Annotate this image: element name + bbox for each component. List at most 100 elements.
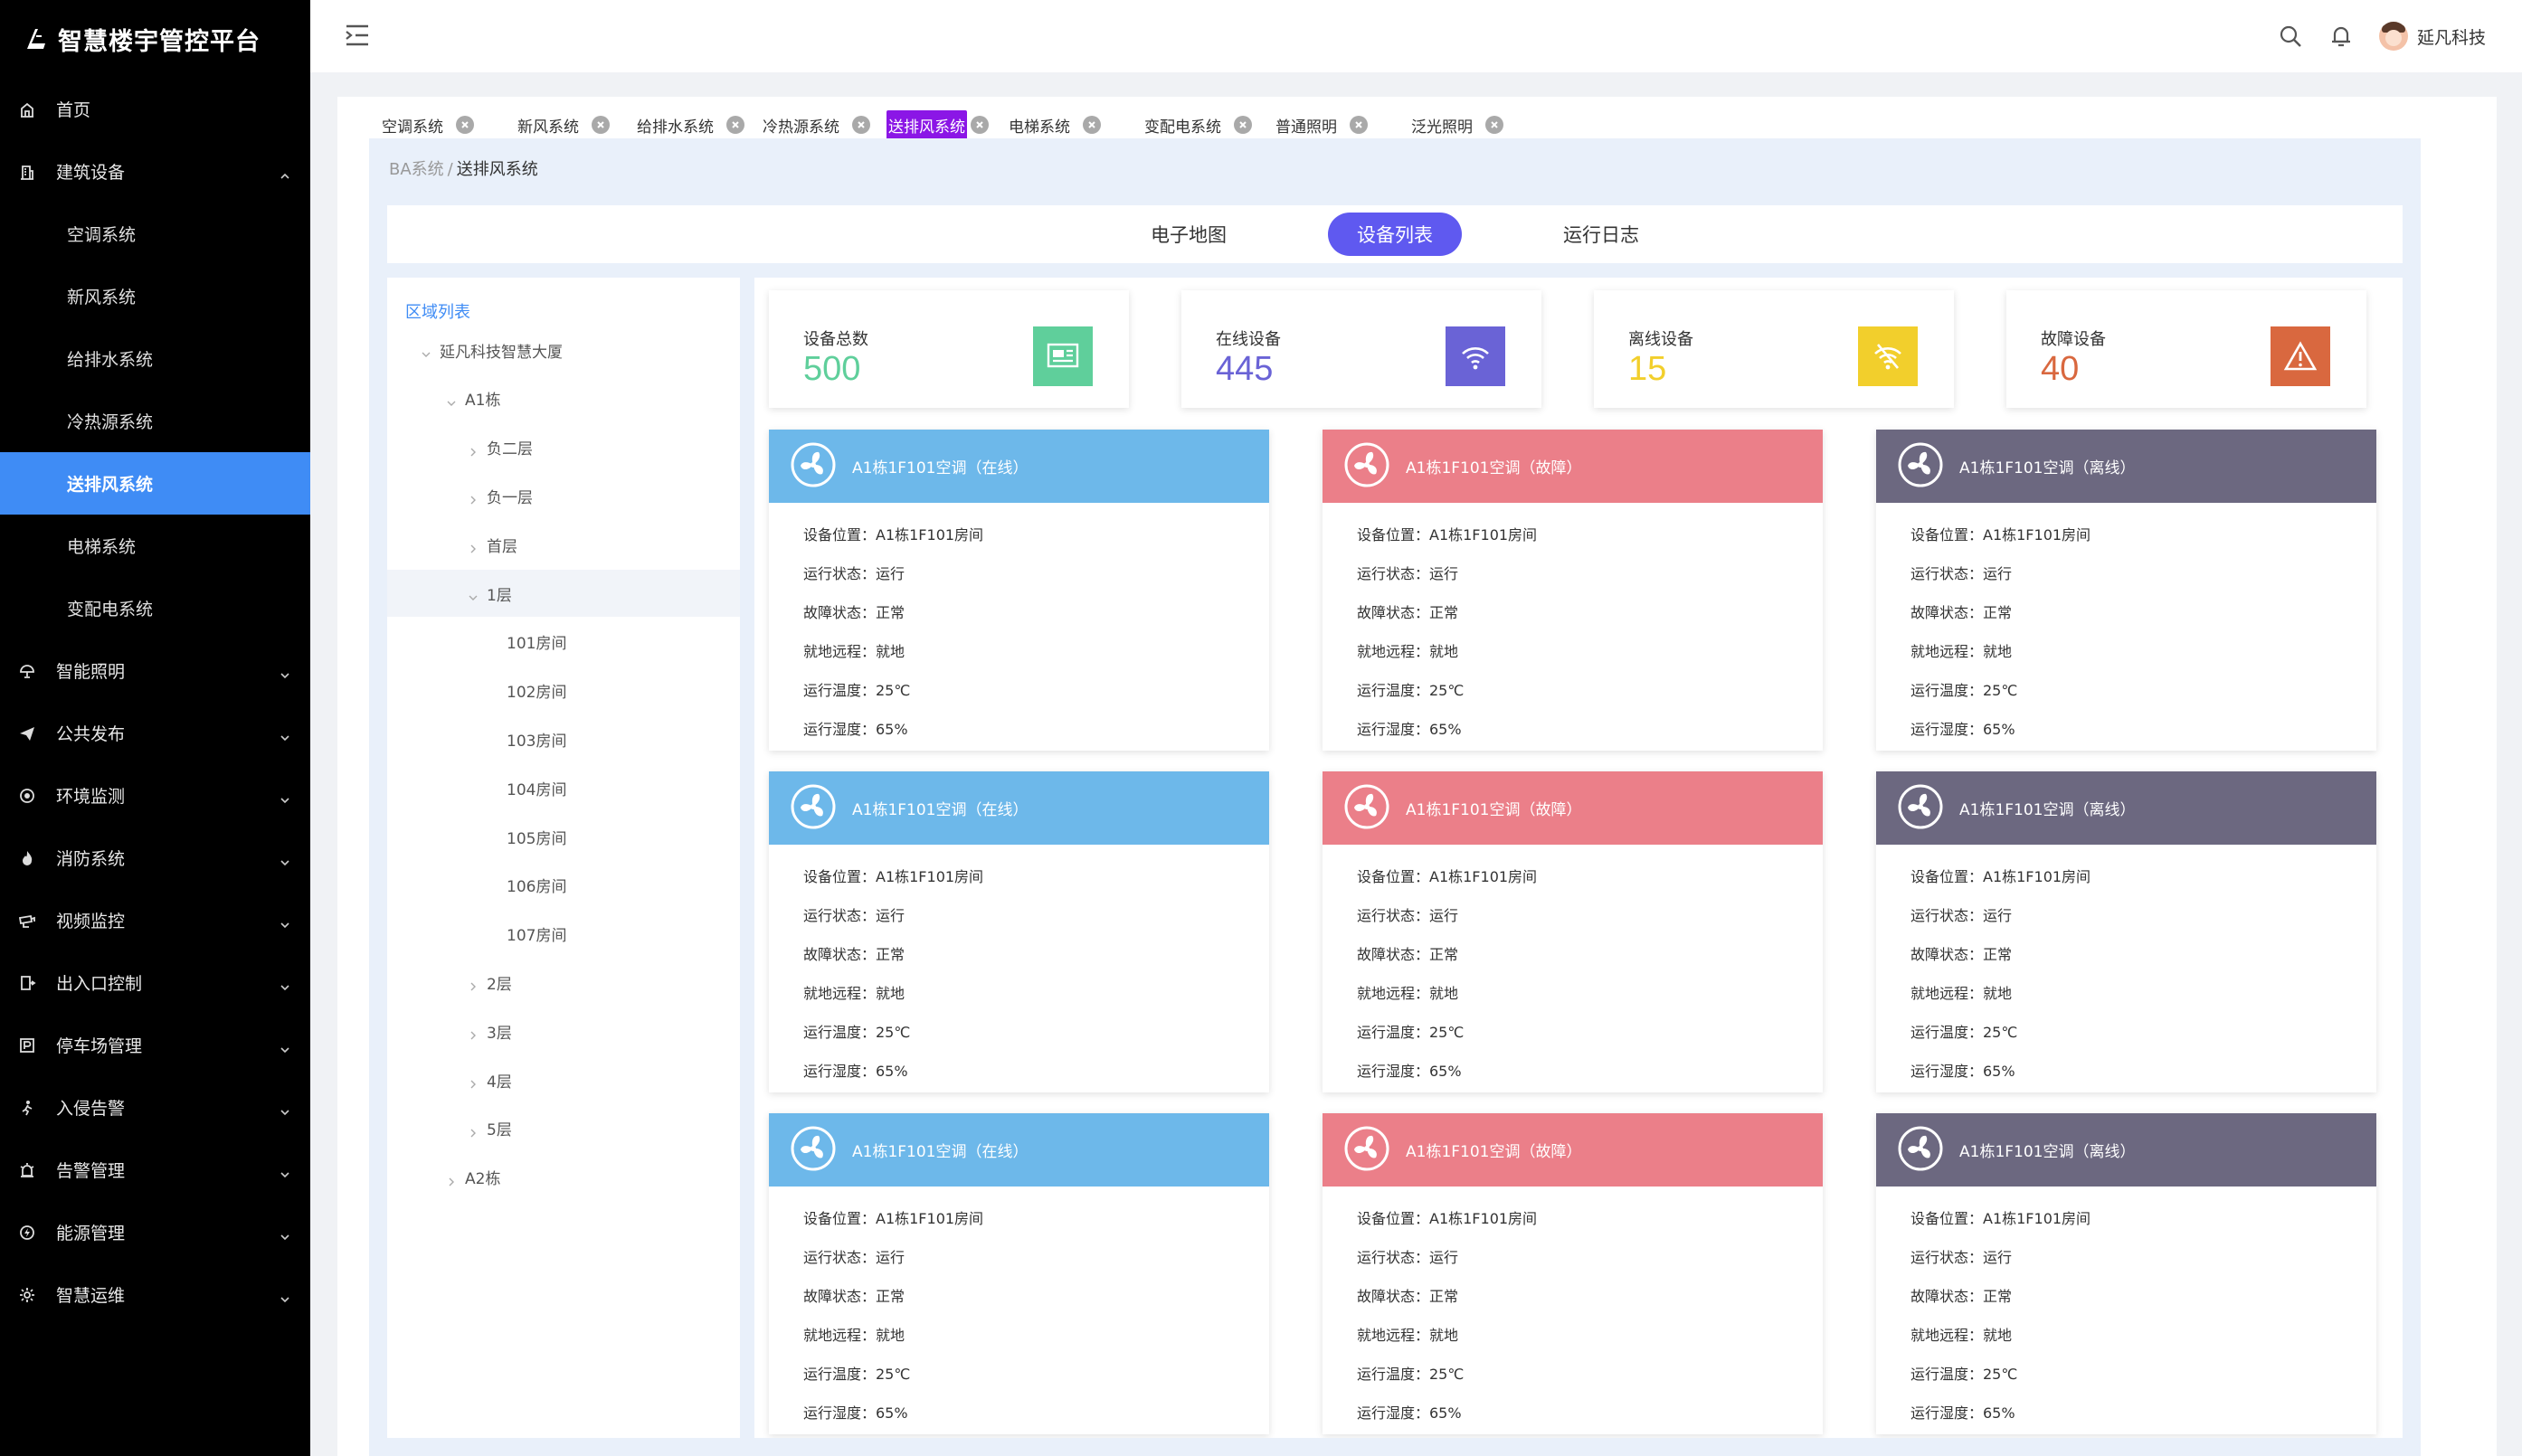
tree-node[interactable]: 107房间 <box>387 911 740 958</box>
tab-3[interactable]: 冷热源系统 <box>759 109 874 140</box>
tree-node[interactable]: 1层 <box>387 570 740 617</box>
sidebar-item-2[interactable]: 智能照明 <box>0 639 310 702</box>
sidebar-item-8[interactable]: 停车场管理 <box>0 1014 310 1076</box>
close-icon[interactable] <box>852 116 870 134</box>
caret-right-icon[interactable] <box>469 978 478 991</box>
device-card[interactable]: A1栋1F101空调（在线） 设备位置：A1栋1F101房间 运行状态：运行 故障状态… <box>769 771 1269 1092</box>
tab-8[interactable]: 泛光照明 <box>1408 109 1507 140</box>
tree-node[interactable]: 102房间 <box>387 667 740 714</box>
close-icon[interactable] <box>1350 116 1368 134</box>
device-attr: 运行状态：运行 <box>1357 1248 1459 1266</box>
chevron-down-icon <box>280 666 290 678</box>
tab-5[interactable]: 电梯系统 <box>1005 109 1105 140</box>
caret-right-icon[interactable] <box>469 1075 478 1089</box>
menu-toggle-icon[interactable] <box>345 24 370 47</box>
tree-node[interactable]: 负二层 <box>387 424 740 471</box>
device-card-header: A1栋1F101空调（故障） <box>1323 771 1823 845</box>
caret-down-icon[interactable] <box>447 394 456 406</box>
view-tab-0[interactable]: 电子地图 <box>1151 224 1227 246</box>
view-tab-2[interactable]: 运行日志 <box>1563 224 1639 246</box>
tab-2[interactable]: 给排水系统 <box>633 109 748 140</box>
device-card[interactable]: A1栋1F101空调（离线） 设备位置：A1栋1F101房间 运行状态：运行 故障状态… <box>1876 771 2376 1092</box>
close-icon[interactable] <box>971 116 989 134</box>
close-icon[interactable] <box>456 116 474 134</box>
tab-7[interactable]: 普通照明 <box>1272 109 1371 140</box>
device-attr: 故障状态：正常 <box>803 1287 905 1305</box>
device-card[interactable]: A1栋1F101空调（在线） 设备位置：A1栋1F101房间 运行状态：运行 故障状态… <box>769 1113 1269 1434</box>
tree-node[interactable]: 3层 <box>387 1007 740 1054</box>
device-card[interactable]: A1栋1F101空调（离线） 设备位置：A1栋1F101房间 运行状态：运行 故障状态… <box>1876 1113 2376 1434</box>
close-icon[interactable] <box>592 116 610 134</box>
sidebar-item-4[interactable]: 环境监测 <box>0 764 310 827</box>
close-icon[interactable] <box>1234 116 1252 134</box>
tree-node[interactable]: 4层 <box>387 1056 740 1103</box>
caret-right-icon[interactable] <box>469 443 478 457</box>
tree-node[interactable]: A1栋 <box>387 375 740 422</box>
device-card-body: 设备位置：A1栋1F101房间 运行状态：运行 故障状态：正常 就地远程：就地 运行温度… <box>1323 503 1823 747</box>
sidebar-subitem-3[interactable]: 冷热源系统 <box>67 412 154 432</box>
sidebar-item-0[interactable]: 首页 <box>0 78 310 140</box>
avatar[interactable] <box>2378 22 2408 51</box>
tree-node[interactable]: 106房间 <box>387 862 740 909</box>
tree-node[interactable]: 负一层 <box>387 472 740 519</box>
caret-right-icon[interactable] <box>469 1124 478 1138</box>
device-panel-scroll[interactable]: 设备总数 500 在线设备 445 离线设备 15 故障设备 40 A1栋1F101空调（在线）… <box>754 278 2403 1438</box>
sidebar-item-label: 环境监测 <box>56 787 126 807</box>
device-card[interactable]: A1栋1F101空调（故障） 设备位置：A1栋1F101房间 运行状态：运行 故障状态… <box>1323 430 1823 751</box>
bell-icon[interactable] <box>2328 24 2354 49</box>
close-icon[interactable] <box>1485 116 1503 134</box>
device-attr: 运行状态：运行 <box>803 564 905 582</box>
sidebar-item-10[interactable]: 告警管理 <box>0 1139 310 1201</box>
tree-node[interactable]: 103房间 <box>387 715 740 762</box>
sidebar-subitem-4[interactable]: 送排风系统 <box>0 452 310 515</box>
sidebar-item-7[interactable]: 出入口控制 <box>0 951 310 1014</box>
tab-6[interactable]: 变配电系统 <box>1141 109 1256 140</box>
view-tab-1[interactable]: 设备列表 <box>1328 213 1462 256</box>
close-icon[interactable] <box>1083 116 1101 134</box>
caret-right-icon[interactable] <box>469 1026 478 1040</box>
caret-down-icon[interactable] <box>422 345 431 357</box>
tab-1[interactable]: 新风系统 <box>514 109 613 140</box>
tree-node[interactable]: 5层 <box>387 1105 740 1152</box>
sidebar-item-11[interactable]: 能源管理 <box>0 1201 310 1263</box>
device-card[interactable]: A1栋1F101空调（在线） 设备位置：A1栋1F101房间 运行状态：运行 故障状态… <box>769 430 1269 751</box>
sidebar-subitem-0[interactable]: 空调系统 <box>67 225 137 245</box>
device-card[interactable]: A1栋1F101空调（离线） 设备位置：A1栋1F101房间 运行状态：运行 故障状态… <box>1876 430 2376 751</box>
sidebar-subitem-2[interactable]: 给排水系统 <box>67 350 154 370</box>
sidebar-item-1[interactable]: 建筑设备 <box>0 140 310 203</box>
tree-node-label: 105房间 <box>507 829 567 848</box>
sidebar-item-5[interactable]: 消防系统 <box>0 827 310 889</box>
tab-0[interactable]: 空调系统 <box>378 109 478 140</box>
sidebar-subitem-6[interactable]: 变配电系统 <box>67 600 154 619</box>
sidebar-subitem-5[interactable]: 电梯系统 <box>67 537 137 557</box>
tree-node-label: 103房间 <box>507 732 567 751</box>
device-attr: 运行湿度：65% <box>1357 1062 1462 1080</box>
caret-right-icon[interactable] <box>469 540 478 553</box>
caret-down-icon[interactable] <box>469 589 478 600</box>
sidebar-subitem-1[interactable]: 新风系统 <box>67 288 137 307</box>
username[interactable]: 延凡科技 <box>2416 27 2486 48</box>
device-card-header: A1栋1F101空调（故障） <box>1323 430 1823 503</box>
device-card[interactable]: A1栋1F101空调（故障） 设备位置：A1栋1F101房间 运行状态：运行 故障状态… <box>1323 1113 1823 1434</box>
tree-node[interactable]: A2栋 <box>387 1154 740 1201</box>
tree-node[interactable]: 104房间 <box>387 764 740 811</box>
search-icon[interactable] <box>2278 24 2303 49</box>
tree-node[interactable]: 延凡科技智慧大厦 <box>387 326 740 373</box>
caret-right-icon[interactable] <box>447 1173 456 1187</box>
sidebar-item-12[interactable]: 智慧运维 <box>0 1263 310 1326</box>
sidebar-item-9[interactable]: 入侵告警 <box>0 1076 310 1139</box>
breadcrumb-root[interactable]: BA系统 <box>389 160 444 179</box>
sidebar-item-3[interactable]: 公共发布 <box>0 702 310 764</box>
sidebar-item-6[interactable]: 视频监控 <box>0 889 310 951</box>
tree-node[interactable]: 2层 <box>387 959 740 1006</box>
tree-node[interactable]: 105房间 <box>387 813 740 860</box>
tree-node[interactable]: 首层 <box>387 521 740 568</box>
device-attr: 就地远程：就地 <box>803 1326 905 1344</box>
tree-node[interactable]: 101房间 <box>387 619 740 666</box>
close-icon[interactable] <box>726 116 744 134</box>
tab-4[interactable]: 送排风系统 <box>883 109 992 140</box>
send-icon <box>16 723 38 744</box>
device-card[interactable]: A1栋1F101空调（故障） 设备位置：A1栋1F101房间 运行状态：运行 故障状态… <box>1323 771 1823 1092</box>
caret-right-icon[interactable] <box>469 491 478 505</box>
device-attr: 运行温度：25℃ <box>1910 1023 2018 1041</box>
